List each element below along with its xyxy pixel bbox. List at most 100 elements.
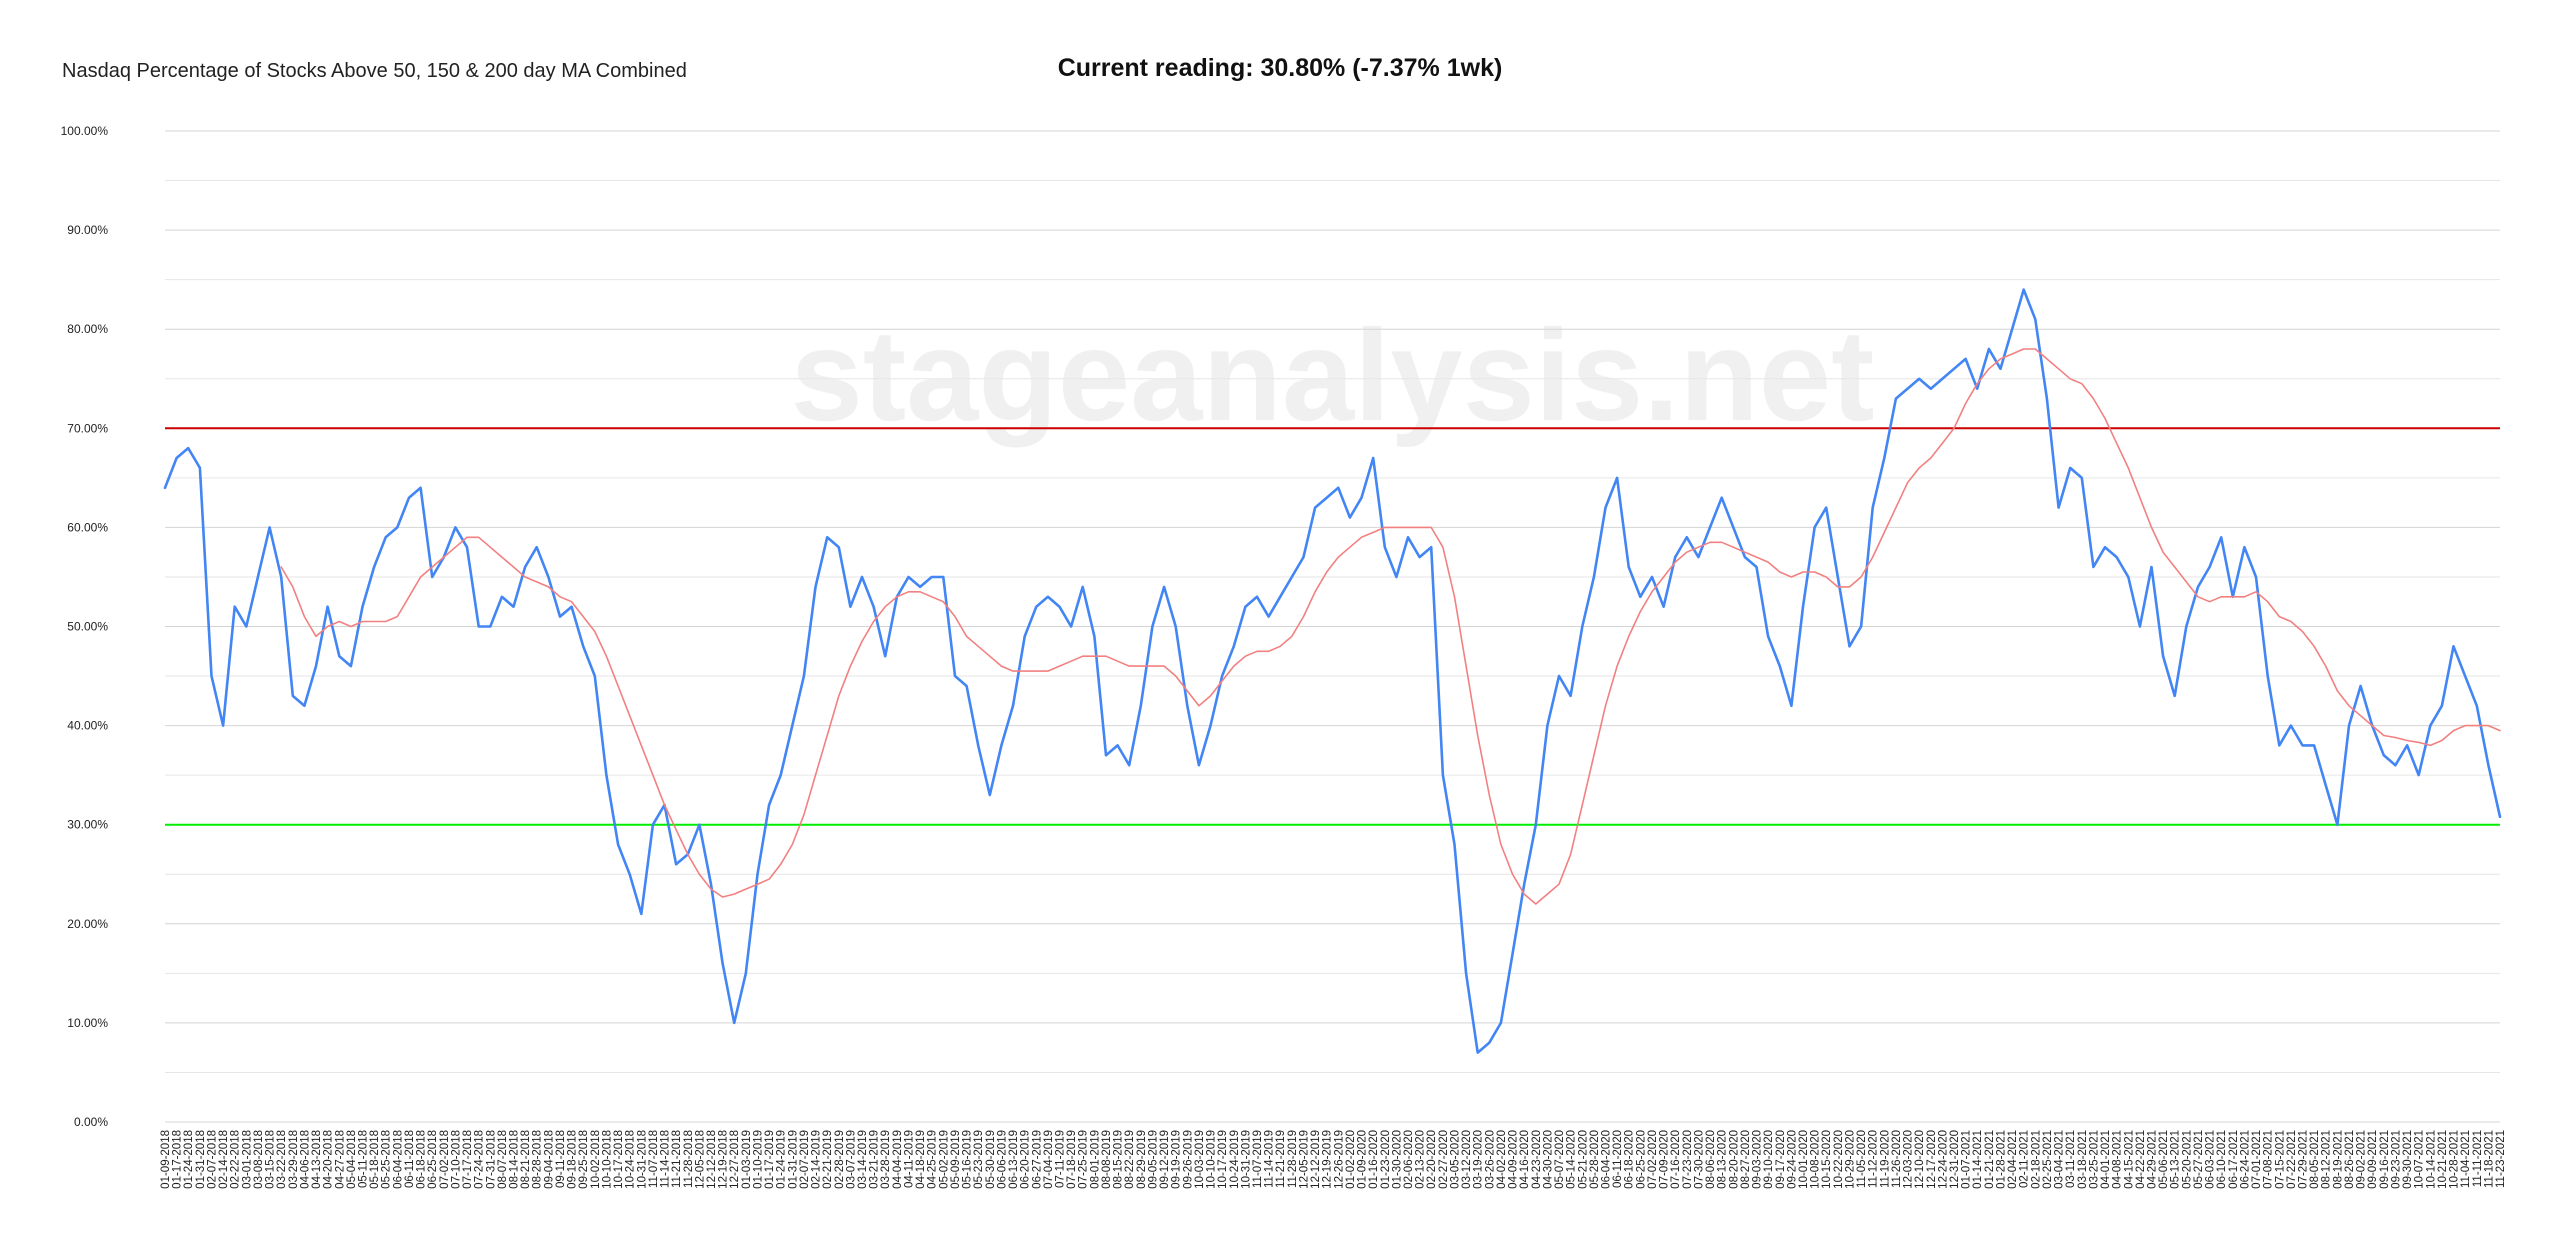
x-tick-label: 01-14-2021 bbox=[1972, 1130, 1984, 1189]
x-tick-label: 10-14-2021 bbox=[2425, 1130, 2437, 1189]
x-tick-label: 04-16-2020 bbox=[1519, 1130, 1531, 1189]
x-tick-label: 03-05-2020 bbox=[1449, 1130, 1461, 1189]
x-tick-label: 04-01-2021 bbox=[2100, 1130, 2112, 1189]
x-tick-label: 01-03-2019 bbox=[741, 1130, 753, 1189]
x-tick-label: 11-26-2020 bbox=[1891, 1130, 1903, 1188]
x-tick-label: 01-31-2018 bbox=[195, 1130, 207, 1189]
x-tick-label: 05-27-2021 bbox=[2193, 1130, 2205, 1189]
x-tick-label: 10-28-2021 bbox=[2449, 1130, 2461, 1189]
x-tick-label: 10-02-2018 bbox=[590, 1130, 602, 1189]
x-tick-label: 07-16-2020 bbox=[1670, 1130, 1682, 1189]
x-tick-label: 10-17-2018 bbox=[613, 1130, 625, 1189]
x-tick-label: 07-18-2019 bbox=[1066, 1130, 1078, 1189]
x-tick-label: 04-08-2021 bbox=[2112, 1130, 2124, 1189]
x-tick-label: 04-18-2019 bbox=[915, 1130, 927, 1189]
x-tick-label: 08-20-2020 bbox=[1728, 1130, 1740, 1189]
x-tick-label: 01-07-2021 bbox=[1961, 1130, 1973, 1189]
x-tick-label: 02-28-2019 bbox=[834, 1130, 846, 1189]
x-tick-label: 04-30-2020 bbox=[1542, 1130, 1554, 1189]
x-tick-label: 04-20-2018 bbox=[323, 1130, 335, 1189]
x-tick-label: 12-05-2019 bbox=[1298, 1130, 1310, 1189]
x-tick-label: 03-28-2019 bbox=[880, 1130, 892, 1189]
x-tick-label: 10-10-2019 bbox=[1206, 1130, 1218, 1189]
x-tick-label: 04-25-2019 bbox=[927, 1130, 939, 1189]
x-tick-label: 01-24-2018 bbox=[183, 1130, 195, 1189]
x-tick-label: 07-23-2020 bbox=[1682, 1130, 1694, 1189]
x-tick-label: 04-23-2020 bbox=[1531, 1130, 1543, 1189]
x-tick-label: 01-17-2019 bbox=[764, 1130, 776, 1189]
x-tick-label: 03-22-2018 bbox=[276, 1130, 288, 1189]
x-tick-label: 09-02-2021 bbox=[2356, 1130, 2368, 1189]
x-tick-label: 02-11-2021 bbox=[2019, 1130, 2031, 1188]
x-tick-label: 10-21-2021 bbox=[2437, 1130, 2449, 1189]
x-tick-label: 12-31-2020 bbox=[1949, 1130, 1961, 1189]
x-tick-label: 11-19-2020 bbox=[1879, 1130, 1891, 1188]
x-tick-label: 08-28-2018 bbox=[532, 1130, 544, 1189]
x-tick-label: 08-29-2019 bbox=[1136, 1130, 1148, 1189]
x-tick-label: 07-30-2020 bbox=[1693, 1130, 1705, 1189]
x-tick-label: 08-13-2020 bbox=[1717, 1130, 1729, 1189]
y-tick-label: 80.00% bbox=[67, 322, 108, 336]
x-tick-label: 12-12-2018 bbox=[706, 1130, 718, 1189]
x-tick-label: 05-04-2018 bbox=[346, 1130, 358, 1189]
x-tick-label: 06-04-2020 bbox=[1600, 1130, 1612, 1189]
x-tick-label: 07-15-2021 bbox=[2274, 1130, 2286, 1189]
x-tick-label: 09-24-2020 bbox=[1786, 1130, 1798, 1189]
y-tick-label: 30.00% bbox=[67, 818, 108, 832]
x-tick-label: 11-11-2021 bbox=[2472, 1130, 2484, 1187]
x-tick-label: 05-09-2019 bbox=[950, 1130, 962, 1189]
x-tick-label: 04-29-2021 bbox=[2146, 1130, 2158, 1189]
x-tick-label: 09-12-2019 bbox=[1159, 1130, 1171, 1189]
x-tick-label: 06-11-2018 bbox=[404, 1130, 416, 1188]
x-tick-label: 01-30-2020 bbox=[1391, 1130, 1403, 1189]
x-tick-label: 07-04-2019 bbox=[1043, 1130, 1055, 1189]
x-tick-label: 06-25-2020 bbox=[1635, 1130, 1647, 1189]
x-tick-label: 08-19-2021 bbox=[2332, 1130, 2344, 1189]
x-tick-label: 06-24-2021 bbox=[2239, 1130, 2251, 1189]
x-tick-label: 03-25-2021 bbox=[2088, 1130, 2100, 1189]
x-tick-label: 10-01-2020 bbox=[1798, 1130, 1810, 1189]
x-tick-label: 06-10-2021 bbox=[2216, 1130, 2228, 1189]
x-tick-label: 02-22-2018 bbox=[230, 1130, 242, 1189]
x-tick-label: 08-14-2018 bbox=[509, 1130, 521, 1189]
x-tick-label: 07-09-2020 bbox=[1659, 1130, 1671, 1189]
x-tick-label: 06-17-2021 bbox=[2228, 1130, 2240, 1189]
x-tick-label: 03-14-2019 bbox=[857, 1130, 869, 1189]
x-tick-label: 11-23-2021 bbox=[2495, 1130, 2507, 1188]
x-tick-label: 02-07-2019 bbox=[799, 1130, 811, 1189]
x-tick-label: 11-21-2019 bbox=[1275, 1130, 1287, 1188]
x-tick-label: 06-20-2019 bbox=[1020, 1130, 1032, 1189]
x-tick-label: 02-14-2018 bbox=[218, 1130, 230, 1189]
x-tick-label: 01-17-2018 bbox=[172, 1130, 184, 1189]
x-tick-label: 09-09-2021 bbox=[2367, 1130, 2379, 1189]
current-reading: Current reading: 30.80% (-7.37% 1wk) bbox=[1057, 54, 1503, 82]
x-tick-label: 11-14-2019 bbox=[1264, 1130, 1276, 1188]
x-tick-label: 09-17-2020 bbox=[1775, 1130, 1787, 1189]
x-tick-label: 04-15-2021 bbox=[2123, 1130, 2135, 1189]
x-tick-label: 08-12-2021 bbox=[2321, 1130, 2333, 1189]
y-tick-label: 40.00% bbox=[67, 719, 108, 733]
x-tick-label: 05-14-2020 bbox=[1566, 1130, 1578, 1189]
x-tick-label: 06-04-2018 bbox=[392, 1130, 404, 1189]
x-tick-label: 05-13-2021 bbox=[2170, 1130, 2182, 1189]
y-tick-label: 10.00% bbox=[67, 1016, 108, 1030]
x-tick-label: 05-30-2019 bbox=[985, 1130, 997, 1189]
x-tick-label: 02-14-2019 bbox=[811, 1130, 823, 1189]
x-tick-label: 05-23-2019 bbox=[973, 1130, 985, 1189]
x-tick-label: 10-10-2018 bbox=[601, 1130, 613, 1189]
x-tick-label: 05-21-2020 bbox=[1577, 1130, 1589, 1189]
x-tick-label: 06-03-2021 bbox=[2205, 1130, 2217, 1189]
x-tick-label: 12-10-2020 bbox=[1914, 1130, 1926, 1189]
x-tick-label: 11-05-2020 bbox=[1856, 1130, 1868, 1188]
x-tick-label: 07-08-2021 bbox=[2263, 1130, 2275, 1189]
x-tick-label: 08-06-2020 bbox=[1705, 1130, 1717, 1189]
x-tick-label: 09-18-2018 bbox=[567, 1130, 579, 1189]
y-tick-label: 20.00% bbox=[67, 917, 108, 931]
x-tick-label: 03-29-2018 bbox=[288, 1130, 300, 1189]
x-tick-label: 12-12-2019 bbox=[1310, 1130, 1322, 1189]
x-tick-label: 08-22-2019 bbox=[1124, 1130, 1136, 1189]
x-tick-label: 06-18-2018 bbox=[416, 1130, 428, 1189]
x-tick-label: 02-06-2020 bbox=[1403, 1130, 1415, 1189]
x-tick-label: 02-25-2021 bbox=[2042, 1130, 2054, 1189]
x-tick-label: 10-31-2019 bbox=[1240, 1130, 1252, 1189]
